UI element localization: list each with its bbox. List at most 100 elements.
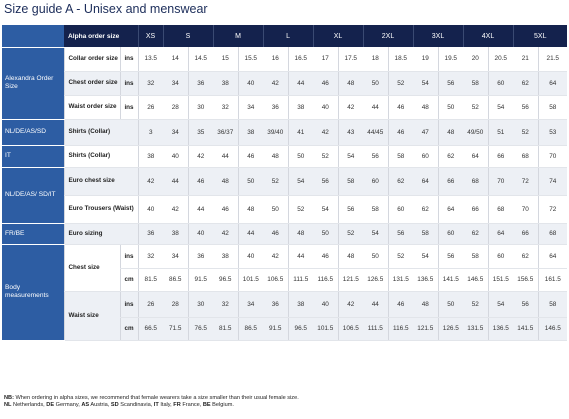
value-cell: 156.5 <box>513 268 539 292</box>
value-cell: 38 <box>287 291 314 318</box>
value-cell: 70 <box>537 145 568 168</box>
value-cell: 81.5 <box>137 268 163 292</box>
value-cell: 68 <box>487 195 514 224</box>
value-cell: 86.5 <box>163 268 188 292</box>
country-code: NL <box>4 402 12 408</box>
value-cell: 72 <box>513 167 539 196</box>
value-cell: 64 <box>463 145 489 168</box>
value-cell: 48 <box>413 291 439 318</box>
table-row: NL/DE/AS/ SD/IT Euro chest size 42 44 46 48 50… <box>2 166 568 224</box>
value-cell: 46 <box>387 95 414 120</box>
value-cell: 126.5 <box>437 317 464 341</box>
value-cell: 42 <box>137 167 163 196</box>
value-cell: 58 <box>387 145 414 168</box>
value-cell: 51 <box>487 119 514 146</box>
page-title: Size guide A - Unisex and menswear <box>4 2 208 16</box>
value-cell: 58 <box>537 291 568 318</box>
value-cell: 146.5 <box>537 317 568 341</box>
table-row: Euro Trousers (Waist) 40 42 44 46 48 50 52 54 56 5… <box>2 195 568 224</box>
value-cell: 38 <box>287 95 314 120</box>
value-cell: 56 <box>437 244 464 269</box>
value-cell: 54 <box>487 95 514 120</box>
value-cell: 64 <box>537 71 568 96</box>
value-cell: 72 <box>537 195 568 224</box>
value-cell: 46 <box>313 71 339 96</box>
value-cell: 50 <box>363 71 389 96</box>
value-cell: 16 <box>263 47 289 72</box>
size-guide-table: Alpha order size XS S M L XL 2XL 3XL 4XL… <box>2 25 568 341</box>
value-cell: 38 <box>237 119 264 146</box>
value-cell: 16.5 <box>287 47 314 72</box>
value-cell: 40 <box>237 244 264 269</box>
value-cell: 42 <box>263 244 289 269</box>
value-cell: 68 <box>537 223 568 245</box>
value-cell: 52 <box>287 195 314 224</box>
value-cell: 46 <box>387 119 414 146</box>
value-cell: 50 <box>363 244 389 269</box>
country-code: IT <box>153 402 159 408</box>
value-cell: 39/40 <box>263 119 289 146</box>
value-cell: 32 <box>137 244 163 269</box>
row-label: Euro sizing <box>63 223 138 245</box>
value-cell: 64 <box>437 195 464 224</box>
value-cell: 38 <box>137 145 163 168</box>
value-cell: 86.5 <box>237 317 264 341</box>
value-cell: 44 <box>287 244 314 269</box>
value-cell: 48 <box>287 223 314 245</box>
country-name: France, <box>180 402 203 408</box>
value-cell: 62 <box>513 71 539 96</box>
value-cell: 54 <box>337 145 364 168</box>
value-cell: 62 <box>413 195 439 224</box>
value-cell: 47 <box>413 119 439 146</box>
value-cell: 74 <box>537 167 568 196</box>
value-cell: 44 <box>363 291 389 318</box>
value-cell: 40 <box>313 95 339 120</box>
value-cell: 54 <box>487 291 514 318</box>
value-cell: 28 <box>163 291 188 318</box>
size-l: L <box>262 25 314 47</box>
value-cell: 56 <box>387 223 414 245</box>
value-cell: 20.5 <box>487 47 514 72</box>
value-cell: 60 <box>487 71 514 96</box>
table-row: Waist size ins 26 28 30 32 34 36 38 40 42 44 46 48 50 5… <box>2 291 568 341</box>
header-row: Alpha order size XS S M L XL 2XL 3XL 4XL… <box>2 25 568 48</box>
table-row: cm 81.5 86.5 91.5 96.5 101.5 106.5 111.5 116.5 12… <box>2 268 568 292</box>
value-cell: 50 <box>313 223 339 245</box>
country-code: DE <box>46 402 55 408</box>
value-cell: 44 <box>163 167 188 196</box>
country-name: Netherlands, <box>11 402 47 408</box>
value-cell: 106.5 <box>337 317 364 341</box>
value-cell: 52 <box>463 291 489 318</box>
value-cell: 14.5 <box>187 47 214 72</box>
value-cell: 30 <box>187 95 214 120</box>
value-cell: 62 <box>463 223 489 245</box>
unit-cell: ins <box>119 95 138 120</box>
value-cell: 101.5 <box>313 317 339 341</box>
value-cell: 46 <box>387 291 414 318</box>
country-code: SD <box>110 402 119 408</box>
value-cell: 50 <box>263 195 289 224</box>
value-cell: 91.5 <box>263 317 289 341</box>
row-label: Chest order size <box>63 71 120 96</box>
value-cell: 3 <box>137 119 163 146</box>
value-cell: 52 <box>263 167 289 196</box>
unit-cell: cm <box>119 268 138 292</box>
value-cell: 58 <box>413 223 439 245</box>
row-label: Shirts (Collar) <box>63 119 138 146</box>
country-name: Scandinavia, <box>118 402 154 408</box>
value-cell: 52 <box>463 95 489 120</box>
value-cell: 62 <box>387 167 414 196</box>
value-cell: 70 <box>513 195 539 224</box>
value-cell: 36 <box>263 95 289 120</box>
value-cell: 66 <box>463 195 489 224</box>
value-cell: 44/45 <box>363 119 389 146</box>
value-cell: 54 <box>363 223 389 245</box>
row-label: Euro chest size <box>63 167 138 196</box>
value-cell: 17.5 <box>337 47 364 72</box>
section-label-nl: NL/DE/AS/SD <box>2 118 64 146</box>
size-2xl: 2XL <box>362 25 414 47</box>
value-cell: 48 <box>437 119 464 146</box>
value-cell: 48 <box>263 145 289 168</box>
value-cell: 48 <box>337 71 364 96</box>
value-cell: 66 <box>513 223 539 245</box>
